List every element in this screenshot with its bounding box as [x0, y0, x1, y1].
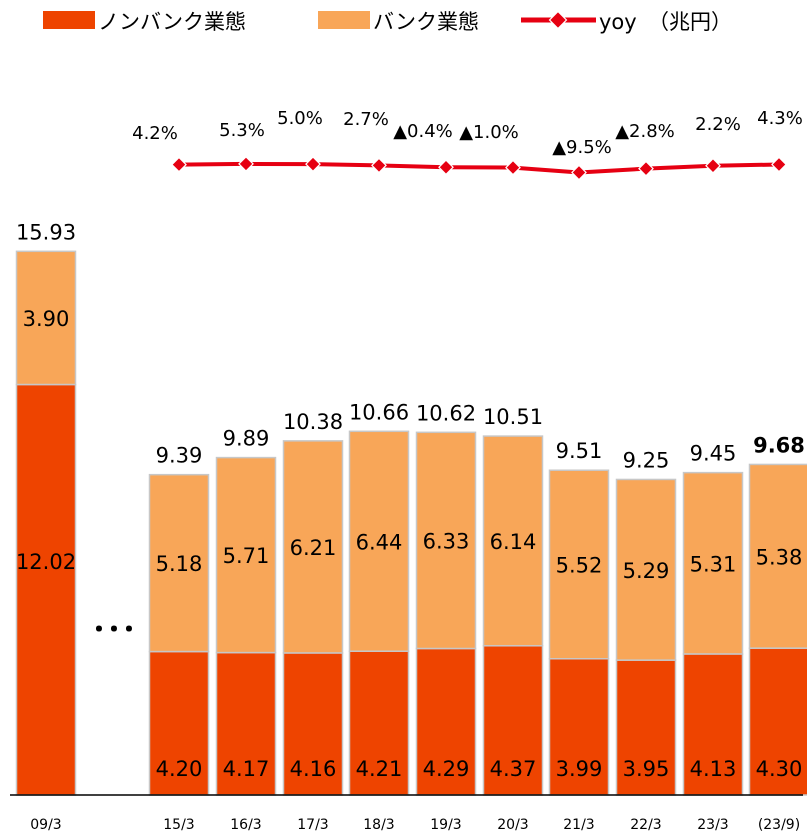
yoy-series-line	[178, 161, 780, 175]
legend-label-yoy: yoy	[599, 10, 637, 34]
yoy-label: 4.3%	[757, 108, 803, 129]
yoy-label: 5.0%	[277, 108, 323, 129]
bar-segment-bank	[415, 431, 477, 650]
x-tick-label: 20/3	[497, 817, 528, 833]
bar-segment-bank	[548, 469, 610, 660]
legend-label-nonbank: ノンバンク業態	[98, 10, 246, 34]
yoy-label: ▲2.8%	[615, 121, 675, 142]
total-label: 9.89	[223, 427, 270, 451]
x-tick-label: 17/3	[297, 817, 328, 833]
data-label-nonbank: 12.02	[16, 550, 76, 574]
yoy-label: 2.7%	[343, 109, 389, 130]
legend-marker-yoy	[548, 10, 568, 30]
data-label-nonbank: 4.21	[356, 757, 403, 781]
data-label-nonbank: 4.29	[423, 757, 470, 781]
total-label: 10.38	[283, 410, 343, 434]
yoy-marker	[571, 164, 587, 181]
x-tick-label: 21/3	[563, 817, 594, 833]
yoy-label: ▲1.0%	[459, 122, 519, 143]
bar-segment-nonbank	[682, 653, 744, 796]
data-label-bank: 5.31	[690, 552, 737, 576]
x-tick-label: 19/3	[430, 817, 461, 833]
legend-swatch-nonbank	[43, 11, 95, 29]
data-label-bank: 6.21	[290, 536, 337, 560]
yoy-line: 4.2% 5.3% 5.0% 2.7%▲0.4% ▲1.0% ▲9.5%▲2.8% 2.2%…	[132, 108, 803, 181]
x-tick-label: 09/3	[30, 817, 61, 833]
bar-segment-bank	[282, 440, 344, 654]
data-label-nonbank: 4.30	[756, 757, 803, 781]
bar-segment-nonbank	[748, 647, 807, 796]
bar-segment-nonbank	[548, 657, 610, 796]
yoy-marker	[438, 159, 454, 176]
data-label-nonbank: 4.13	[690, 757, 737, 781]
data-label-bank: 6.44	[356, 530, 403, 554]
total-label: 9.39	[156, 444, 203, 468]
bar-segment-nonbank	[215, 651, 277, 796]
legend: ノンバンク業態 バンク業態 yoy （兆円）	[43, 10, 732, 34]
bar-segment-bank	[615, 478, 677, 661]
bar-segment-nonbank	[482, 645, 544, 796]
x-axis: 09/3 15/3 16/3 17/3 18/3 19/3 20/3 21/3 22/3 23/3…	[30, 817, 800, 833]
x-tick-label: 16/3	[230, 817, 261, 833]
bar-segment-bank	[482, 435, 544, 647]
total-label: 9.25	[623, 448, 670, 472]
yoy-marker	[705, 157, 721, 174]
total-label: 10.51	[483, 405, 543, 429]
total-label: 10.62	[416, 401, 476, 425]
yoy-marker	[505, 159, 521, 176]
data-label-nonbank: 4.17	[223, 757, 270, 781]
data-label-bank: 5.52	[556, 553, 603, 577]
yoy-label: 5.3%	[219, 120, 265, 141]
data-label-nonbank: 3.95	[623, 757, 670, 781]
yoy-marker	[638, 160, 654, 177]
data-label-nonbank: 4.16	[290, 757, 337, 781]
data-label-bank: 3.90	[23, 307, 70, 331]
x-tick-label: 15/3	[163, 817, 194, 833]
unit-label: （兆円）	[648, 10, 732, 34]
data-label-nonbank: 3.99	[556, 757, 603, 781]
total-label: 9.68	[753, 433, 805, 457]
bar-segment-nonbank	[15, 383, 77, 796]
bar-segment-bank	[682, 471, 744, 655]
legend-label-bank: バンク業態	[373, 10, 479, 34]
total-label: 9.45	[690, 442, 737, 466]
bar-segment-bank	[215, 456, 277, 654]
data-label-nonbank: 4.37	[490, 757, 537, 781]
bar-segment-bank	[748, 463, 807, 649]
yoy-label: ▲0.4%	[393, 121, 453, 142]
bar-segment-bank	[348, 430, 410, 652]
total-label: 10.66	[349, 400, 409, 424]
legend-swatch-bank	[318, 11, 370, 29]
ellipsis: ･･･	[92, 613, 137, 648]
bar-segment-bank	[148, 473, 210, 653]
yoy-label: 2.2%	[695, 114, 741, 135]
yoy-marker	[171, 156, 187, 173]
x-tick-label: 18/3	[363, 817, 394, 833]
data-label-bank: 6.33	[423, 529, 470, 553]
total-label: 15.93	[16, 220, 76, 244]
data-label-bank: 5.38	[756, 545, 803, 569]
total-label: 9.51	[556, 439, 603, 463]
data-label-bank: 5.29	[623, 559, 670, 583]
data-label-bank: 5.18	[156, 552, 203, 576]
yoy-label: ▲9.5%	[552, 137, 612, 158]
bar-segment-nonbank	[415, 647, 477, 796]
data-label-bank: 6.14	[490, 530, 537, 554]
bars: 12.02 3.90 15.93 4.20 5.18 9.39 4.17 5.71 9.89 4.…	[15, 220, 807, 796]
x-tick-label: 22/3	[630, 817, 661, 833]
yoy-marker	[238, 156, 254, 172]
yoy-marker	[305, 156, 321, 173]
data-label-bank: 5.71	[223, 544, 270, 568]
yoy-marker	[771, 156, 787, 173]
x-tick-label: 23/3	[697, 817, 728, 833]
bar-segment-bank	[15, 250, 77, 386]
bar-segment-nonbank	[282, 652, 344, 796]
yoy-marker	[371, 157, 387, 174]
data-label-nonbank: 4.20	[156, 757, 203, 781]
bar-segment-nonbank	[148, 650, 210, 796]
yoy-label: 4.2%	[132, 123, 178, 144]
x-tick-label: (23/9)	[758, 817, 800, 833]
bar-segment-nonbank	[348, 650, 410, 796]
